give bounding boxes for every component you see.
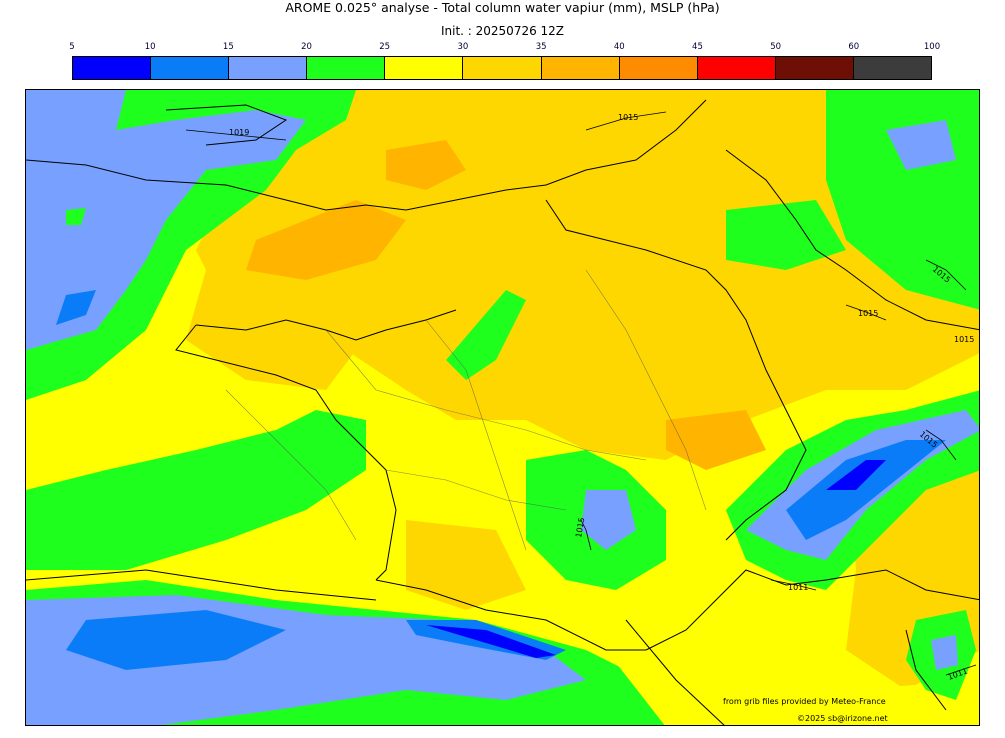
colorbar-segment	[619, 57, 698, 79]
colorbar-segment	[151, 57, 230, 79]
colorbar-tick: 20	[301, 42, 312, 52]
colorbar-segment	[853, 57, 932, 79]
isobar-label: 1011	[788, 583, 808, 592]
colorbar-tick: 40	[613, 42, 625, 52]
map-field-10-15	[56, 290, 96, 325]
colorbar-segment	[229, 57, 308, 79]
colorbar-tick: 25	[379, 42, 391, 52]
isobar-label: 1015	[574, 517, 586, 539]
colorbar-tick: 60	[848, 42, 860, 52]
colorbar-tick: 35	[535, 42, 547, 52]
isobar-label: 1019	[229, 128, 249, 137]
colorbar-ticks: 5 10 15 20 25 30 35 40 45 50 60 100	[69, 42, 940, 54]
map-field-15-20	[26, 90, 306, 350]
init-time: Init. : 20250726 12Z	[440, 24, 565, 38]
colorbar-tick: 45	[692, 42, 703, 52]
colorbar-tick: 10	[144, 42, 156, 52]
data-source-credit: from grib files provided by Meteo-France	[723, 697, 886, 706]
colorbar-tick: 100	[923, 42, 941, 52]
colorbar-tick: 5	[69, 42, 75, 52]
colorbar-tick: 15	[222, 42, 234, 52]
colorbar	[72, 56, 932, 80]
colorbar-segment	[463, 57, 542, 79]
colorbar-segment	[697, 57, 776, 79]
colorbar-segment	[385, 57, 464, 79]
isobar-label: 1015	[618, 113, 638, 122]
map-field-30-35	[196, 90, 979, 460]
colorbar-segment	[307, 57, 386, 79]
chart-title: AROME 0.025° analyse - Total column wate…	[285, 0, 720, 15]
coastlines	[26, 99, 979, 725]
isobar-label: 1015	[858, 309, 878, 318]
colorbar-tick: 30	[457, 42, 469, 52]
isobars	[185, 111, 977, 676]
regional-borders	[225, 269, 707, 551]
colorbar-segment	[775, 57, 854, 79]
water-vapour-map: 1019 1015 1015 1015 1015 1015 1015 1011 …	[25, 89, 980, 726]
colorbar-tick: 50	[770, 42, 782, 52]
isobar-label: 1015	[954, 335, 974, 344]
map-field-35-40	[246, 200, 406, 280]
colorbar-segment	[541, 57, 620, 79]
copyright-credit: ©2025 sb@irizone.net	[797, 714, 888, 723]
colorbar-segment	[73, 57, 152, 79]
